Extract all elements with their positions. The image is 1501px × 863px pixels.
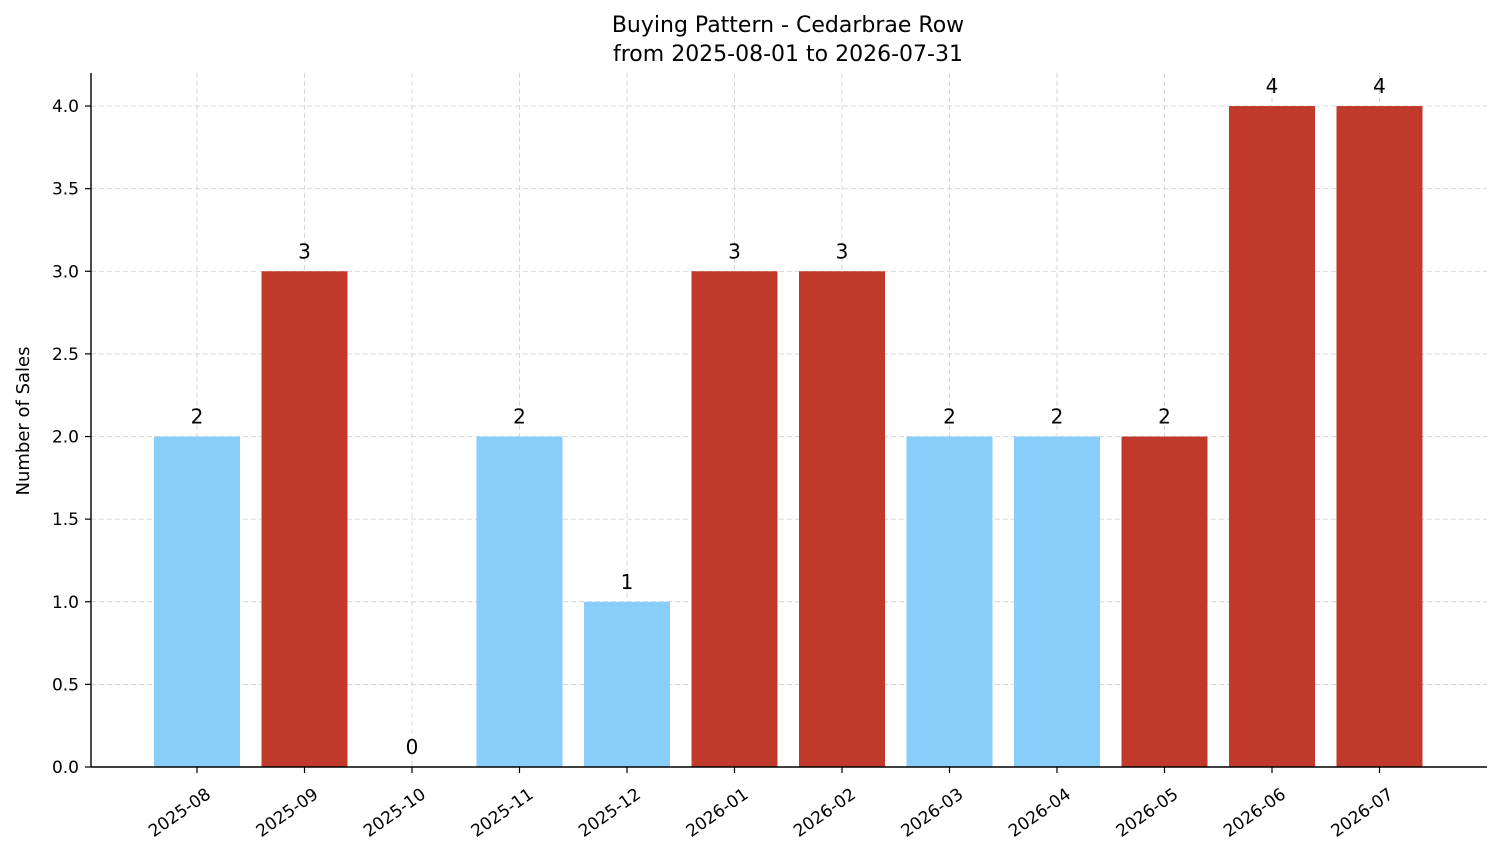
y-tick-label: 2.5 — [52, 345, 79, 365]
bar — [1121, 436, 1208, 767]
bar-value-label: 4 — [1373, 74, 1386, 98]
y-tick-label: 3.0 — [52, 262, 79, 282]
bars — [154, 106, 1423, 768]
bar-value-label: 3 — [298, 239, 311, 263]
x-tick-label: 2025-09 — [253, 785, 323, 842]
bar-value-label: 4 — [1266, 74, 1279, 98]
y-tick-label: 4.0 — [52, 97, 79, 117]
y-ticks: 0.0 0.5 1.0 1.5 2.0 2.5 3.0 3.5 4.0 — [52, 97, 91, 778]
y-tick-label: 2.0 — [52, 428, 79, 448]
bar — [1229, 106, 1315, 768]
x-tick-label: 2025-11 — [468, 785, 538, 842]
x-ticks: 2025-08 2025-09 2025-10 2025-11 2025-12 2026-… — [145, 767, 1397, 842]
bar-value-label: 2 — [943, 405, 956, 429]
x-tick-label: 2026-02 — [790, 785, 860, 842]
x-tick-label: 2026-05 — [1113, 785, 1183, 842]
bar — [691, 271, 778, 767]
bar — [154, 436, 240, 767]
bar — [906, 436, 993, 767]
y-tick-label: 3.5 — [52, 180, 79, 200]
x-tick-label: 2025-08 — [145, 785, 215, 842]
y-tick-label: 0.0 — [52, 758, 79, 778]
bar-value-label: 2 — [1051, 405, 1064, 429]
x-tick-label: 2026-07 — [1328, 785, 1398, 842]
x-tick-label: 2025-12 — [575, 785, 645, 842]
bar-value-labels: 2 3 0 2 1 3 3 2 2 2 4 4 — [191, 74, 1386, 759]
bar — [261, 271, 348, 767]
bar-value-label: 2 — [191, 405, 204, 429]
bar-value-label: 3 — [728, 239, 741, 263]
y-axis-label: Number of Sales — [13, 346, 34, 495]
bar — [1336, 106, 1423, 768]
bar-value-label: 1 — [621, 570, 634, 594]
x-tick-label: 2025-10 — [360, 785, 430, 842]
x-tick-label: 2026-06 — [1220, 785, 1290, 842]
bar-value-label: 0 — [406, 735, 419, 759]
bar — [799, 271, 885, 767]
x-tick-label: 2026-04 — [1005, 785, 1075, 842]
y-tick-label: 1.5 — [52, 510, 79, 530]
bar — [584, 601, 670, 767]
bar-value-label: 3 — [836, 239, 849, 263]
bar-value-label: 2 — [513, 405, 526, 429]
y-tick-label: 0.5 — [52, 675, 79, 695]
bar — [476, 436, 563, 767]
x-tick-label: 2026-03 — [898, 785, 968, 842]
y-tick-label: 1.0 — [52, 593, 79, 613]
chart-title-line2: from 2025-08-01 to 2026-07-31 — [613, 42, 963, 67]
x-tick-label: 2026-01 — [683, 785, 753, 842]
bar-value-label: 2 — [1158, 405, 1171, 429]
chart-title-line1: Buying Pattern - Cedarbrae Row — [612, 13, 964, 38]
bar — [1014, 436, 1100, 767]
